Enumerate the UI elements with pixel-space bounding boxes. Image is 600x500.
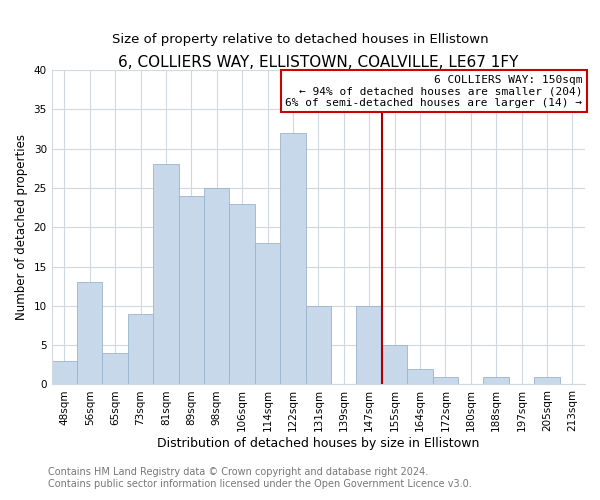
Bar [280,133,305,384]
Bar [77,282,103,384]
Bar [103,353,128,384]
Bar [179,196,204,384]
Bar [52,361,77,384]
Title: 6, COLLIERS WAY, ELLISTOWN, COALVILLE, LE67 1FY: 6, COLLIERS WAY, ELLISTOWN, COALVILLE, L… [118,55,518,70]
Bar [433,376,458,384]
Bar [484,376,509,384]
Y-axis label: Number of detached properties: Number of detached properties [15,134,28,320]
Bar [382,345,407,385]
Bar [356,306,382,384]
Bar [305,306,331,384]
X-axis label: Distribution of detached houses by size in Ellistown: Distribution of detached houses by size … [157,437,479,450]
Bar [229,204,255,384]
Bar [204,188,229,384]
Text: Size of property relative to detached houses in Ellistown: Size of property relative to detached ho… [112,32,488,46]
Bar [128,314,153,384]
Bar [153,164,179,384]
Bar [407,368,433,384]
Text: Contains HM Land Registry data © Crown copyright and database right 2024.
Contai: Contains HM Land Registry data © Crown c… [48,468,472,489]
Bar [255,243,280,384]
Bar [534,376,560,384]
Text: 6 COLLIERS WAY: 150sqm
← 94% of detached houses are smaller (204)
6% of semi-det: 6 COLLIERS WAY: 150sqm ← 94% of detached… [286,74,583,108]
